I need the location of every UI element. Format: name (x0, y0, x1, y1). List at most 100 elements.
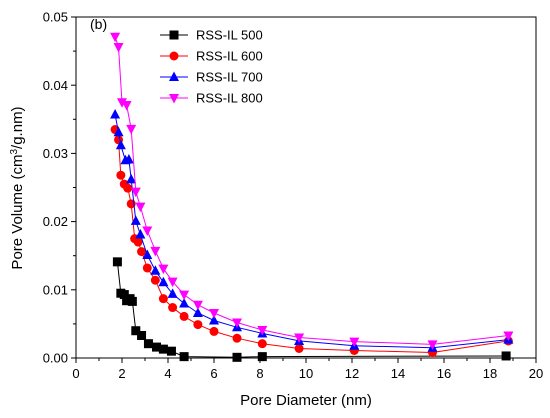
series-line (114, 129, 509, 354)
x-tick-label: 18 (483, 366, 497, 381)
data-point (158, 344, 168, 354)
series-rss-il-800 (110, 32, 514, 350)
data-point (126, 173, 137, 184)
data-point (110, 32, 121, 43)
y-tick-label: 0.00 (43, 351, 68, 366)
x-tick-label: 12 (345, 366, 359, 381)
x-tick-label: 8 (256, 366, 263, 381)
panel-label: (b) (90, 16, 107, 32)
data-point (294, 343, 304, 353)
data-point (117, 98, 127, 108)
y-tick-label: 0.01 (43, 282, 68, 297)
x-tick-label: 14 (391, 366, 405, 381)
y-axis-title: Pore Volume (cm3/g.nm) (9, 106, 27, 269)
data-point (294, 333, 305, 344)
data-point (150, 265, 161, 275)
data-point (135, 229, 146, 239)
data-point (192, 300, 203, 311)
data-point (135, 202, 146, 213)
plot-frame (75, 16, 537, 359)
data-point (150, 275, 160, 285)
legend-marker (169, 30, 179, 40)
x-tick-label: 2 (118, 366, 125, 381)
legend-entry: RSS-IL 600 (160, 49, 263, 64)
series-rss-il-500 (112, 257, 511, 362)
legend: RSS-IL 500 RSS-IL 600 RSS-IL 700 RSS-IL 800 (160, 28, 263, 106)
data-point (137, 330, 147, 340)
data-point (113, 126, 124, 137)
data-point (150, 246, 161, 257)
legend-label: RSS-IL 600 (196, 49, 263, 64)
legend-label: RSS-IL 500 (196, 28, 263, 43)
legend-label: RSS-IL 700 (196, 70, 263, 85)
data-point (130, 215, 141, 225)
legend-entry: RSS-IL 800 (160, 91, 263, 106)
data-point (137, 247, 147, 257)
legend-label: RSS-IL 800 (196, 91, 263, 106)
y-tick-label: 0.02 (43, 214, 68, 229)
data-point (179, 352, 189, 362)
data-point (179, 311, 189, 321)
x-tick-label: 20 (529, 366, 543, 381)
data-point (112, 257, 122, 267)
data-point (142, 249, 153, 260)
x-tick-label: 0 (72, 366, 79, 381)
data-point (193, 320, 203, 330)
y-tick-label: 0.05 (43, 10, 68, 25)
data-point (143, 339, 153, 349)
data-point (126, 124, 137, 135)
data-point (209, 314, 219, 325)
series-rss-il-600 (110, 125, 513, 358)
legend-entry: RSS-IL 500 (160, 28, 263, 43)
x-tick-label: 16 (437, 366, 451, 381)
data-point (257, 352, 267, 362)
data-point (142, 226, 153, 236)
data-point (179, 297, 190, 308)
data-point (427, 340, 438, 350)
data-point (349, 337, 360, 348)
data-point (209, 326, 219, 336)
x-axis-title: Pore Diameter (nm) (240, 392, 372, 409)
y-tick-label: 0.03 (43, 146, 68, 161)
data-point (123, 154, 134, 164)
series-line (114, 114, 509, 349)
data-point (152, 342, 161, 352)
data-point (158, 294, 168, 304)
data-point (121, 100, 132, 111)
legend-marker (169, 51, 179, 61)
data-point (166, 346, 176, 356)
data-point (119, 290, 129, 300)
y-axis-title-unit: /g.nm) (9, 106, 26, 149)
series-line (114, 36, 509, 345)
data-point (257, 326, 268, 336)
y-tick-label: 0.04 (43, 78, 68, 93)
data-point (232, 318, 242, 329)
data-point (257, 339, 267, 349)
x-tick-label: 6 (210, 366, 217, 381)
y-axis-title-main: Pore Volume (cm (9, 155, 26, 270)
data-point (130, 187, 141, 198)
data-point (158, 264, 169, 275)
data-point (115, 139, 126, 150)
x-tick-label: 4 (164, 366, 171, 381)
series-layer (110, 32, 514, 362)
data-point (179, 290, 190, 301)
data-point (167, 288, 178, 298)
legend-entry: RSS-IL 700 (160, 70, 263, 85)
tick-layer: 0 2 4 6 8 10 12 14 16 18 20 0.00 0.01 0.02 0.03 0.04 0.0… (43, 10, 544, 381)
y-axis-title-superscript: 3 (9, 149, 20, 155)
x-tick-label: 10 (299, 366, 313, 381)
series-rss-il-700 (110, 109, 514, 352)
data-point (503, 331, 514, 341)
data-point (209, 308, 219, 319)
data-point (131, 326, 141, 336)
legend-marker (169, 94, 179, 104)
data-point (168, 303, 178, 313)
data-point (158, 276, 169, 287)
data-point (192, 307, 203, 317)
data-point (501, 351, 511, 361)
legend-marker (169, 71, 179, 81)
data-point (133, 237, 143, 247)
data-point (116, 170, 126, 180)
